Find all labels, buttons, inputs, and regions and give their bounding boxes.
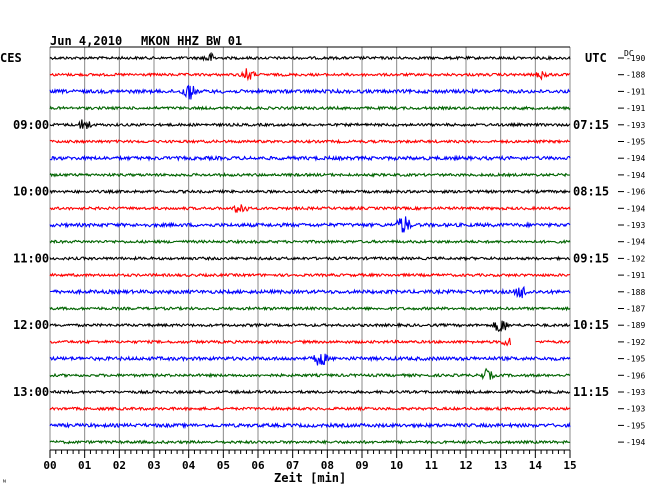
dc-offset-label: -195 (626, 138, 645, 147)
x-axis-title: Zeit [min] (274, 471, 347, 485)
x-tick-label: 01 (78, 459, 92, 472)
dc-offset-label: -188 (626, 288, 645, 297)
dc-offset-label: -194 (626, 154, 645, 163)
left-timezone-label: CES (0, 51, 22, 65)
dc-offset-label: -193 (626, 221, 645, 230)
x-tick-label: 06 (251, 459, 265, 472)
trace-labels: -190 -188 -191 -191 -193 -195 -194 -194 -196 -194… (13, 54, 645, 447)
left-hour-label: 13:00 (13, 385, 49, 399)
seismic-trace (49, 119, 571, 129)
seismic-trace (49, 238, 571, 245)
seismic-trace (49, 320, 571, 333)
dc-offset-label: -193 (626, 121, 645, 130)
seismic-trace (49, 105, 571, 112)
x-tick-label: 04 (182, 459, 196, 472)
right-hour-label: 09:15 (573, 251, 609, 265)
seismic-trace (49, 353, 571, 366)
chart-date: Jun 4,2010 (50, 34, 123, 48)
x-tick-label: 03 (147, 459, 160, 472)
seismic-trace (49, 216, 571, 233)
seismic-trace (49, 188, 571, 195)
seismic-trace (49, 285, 571, 299)
seismic-trace (49, 255, 571, 262)
seismic-trace (49, 51, 571, 62)
seismic-trace (49, 305, 571, 312)
x-tick-label: 12 (459, 459, 472, 472)
left-hour-label: 11:00 (13, 251, 49, 265)
seismic-trace (49, 171, 570, 178)
corner-mark: ᴺ (2, 478, 7, 487)
dc-offset-label: -187 (626, 305, 645, 314)
x-tick-label: 10 (390, 459, 403, 472)
seismic-trace (49, 389, 571, 395)
dc-offset-label: -194 (626, 204, 645, 213)
seismic-trace (49, 421, 571, 430)
dc-offset-label: -194 (626, 238, 645, 247)
x-tick-label: 07 (286, 459, 299, 472)
dc-offset-label: -191 (626, 87, 645, 96)
dc-offset-label: -195 (626, 421, 645, 430)
x-tick-label: 09 (355, 459, 368, 472)
dc-offset-label: -190 (626, 54, 645, 63)
dc-offset-label: -192 (626, 254, 645, 263)
left-hour-label: 12:00 (13, 318, 49, 332)
right-timezone-label: UTC (585, 51, 607, 65)
left-hour-label: 10:00 (13, 185, 49, 199)
seismic-trace (49, 272, 571, 278)
chart-station: MKON HHZ BW 01 (141, 34, 243, 48)
x-tick-label: 00 (43, 459, 56, 472)
dc-offset-label: -189 (626, 321, 645, 330)
x-tick-label: 08 (321, 459, 334, 472)
dc-offset-label: -192 (626, 338, 645, 347)
right-hour-label: 11:15 (573, 385, 609, 399)
x-tick-label: 11 (425, 459, 439, 472)
seismic-traces (49, 51, 571, 445)
dc-offset-label: -194 (626, 171, 645, 180)
right-hour-label: 10:15 (573, 318, 609, 332)
dc-offset-label: -196 (626, 188, 645, 197)
seismic-trace (49, 154, 571, 162)
seismic-trace (49, 68, 571, 82)
right-hour-label: 08:15 (573, 185, 609, 199)
seismic-trace (49, 84, 571, 100)
grid-lines (49, 46, 571, 450)
dc-offset-label: -191 (626, 104, 645, 113)
dc-offset-label: -196 (626, 371, 645, 380)
dc-offset-label: -188 (626, 71, 645, 80)
x-tick-label: 13 (494, 459, 507, 472)
dc-offset-label: -195 (626, 355, 645, 364)
dc-offset-label: -191 (626, 271, 645, 280)
seismic-trace (49, 337, 571, 347)
dc-offset-label: -193 (626, 405, 645, 414)
x-tick-label: 02 (113, 459, 126, 472)
x-tick-label: 05 (217, 459, 230, 472)
x-tick-label: 15 (563, 459, 576, 472)
right-hour-label: 07:15 (573, 118, 609, 132)
x-axis-ticks: 00 01 02 03 04 05 06 07 08 09 10 11 12 13 14 15 (43, 449, 577, 472)
dc-offset-label: -194 (626, 438, 645, 447)
seismic-trace (49, 405, 571, 412)
dc-offset-label: -193 (626, 388, 645, 397)
seismic-trace (49, 138, 571, 145)
seismic-trace (49, 439, 571, 445)
seismic-trace (49, 204, 571, 214)
x-tick-label: 14 (529, 459, 543, 472)
left-hour-label: 09:00 (13, 118, 49, 132)
dc-header-label: DC (624, 49, 634, 58)
seismic-trace (49, 367, 571, 381)
